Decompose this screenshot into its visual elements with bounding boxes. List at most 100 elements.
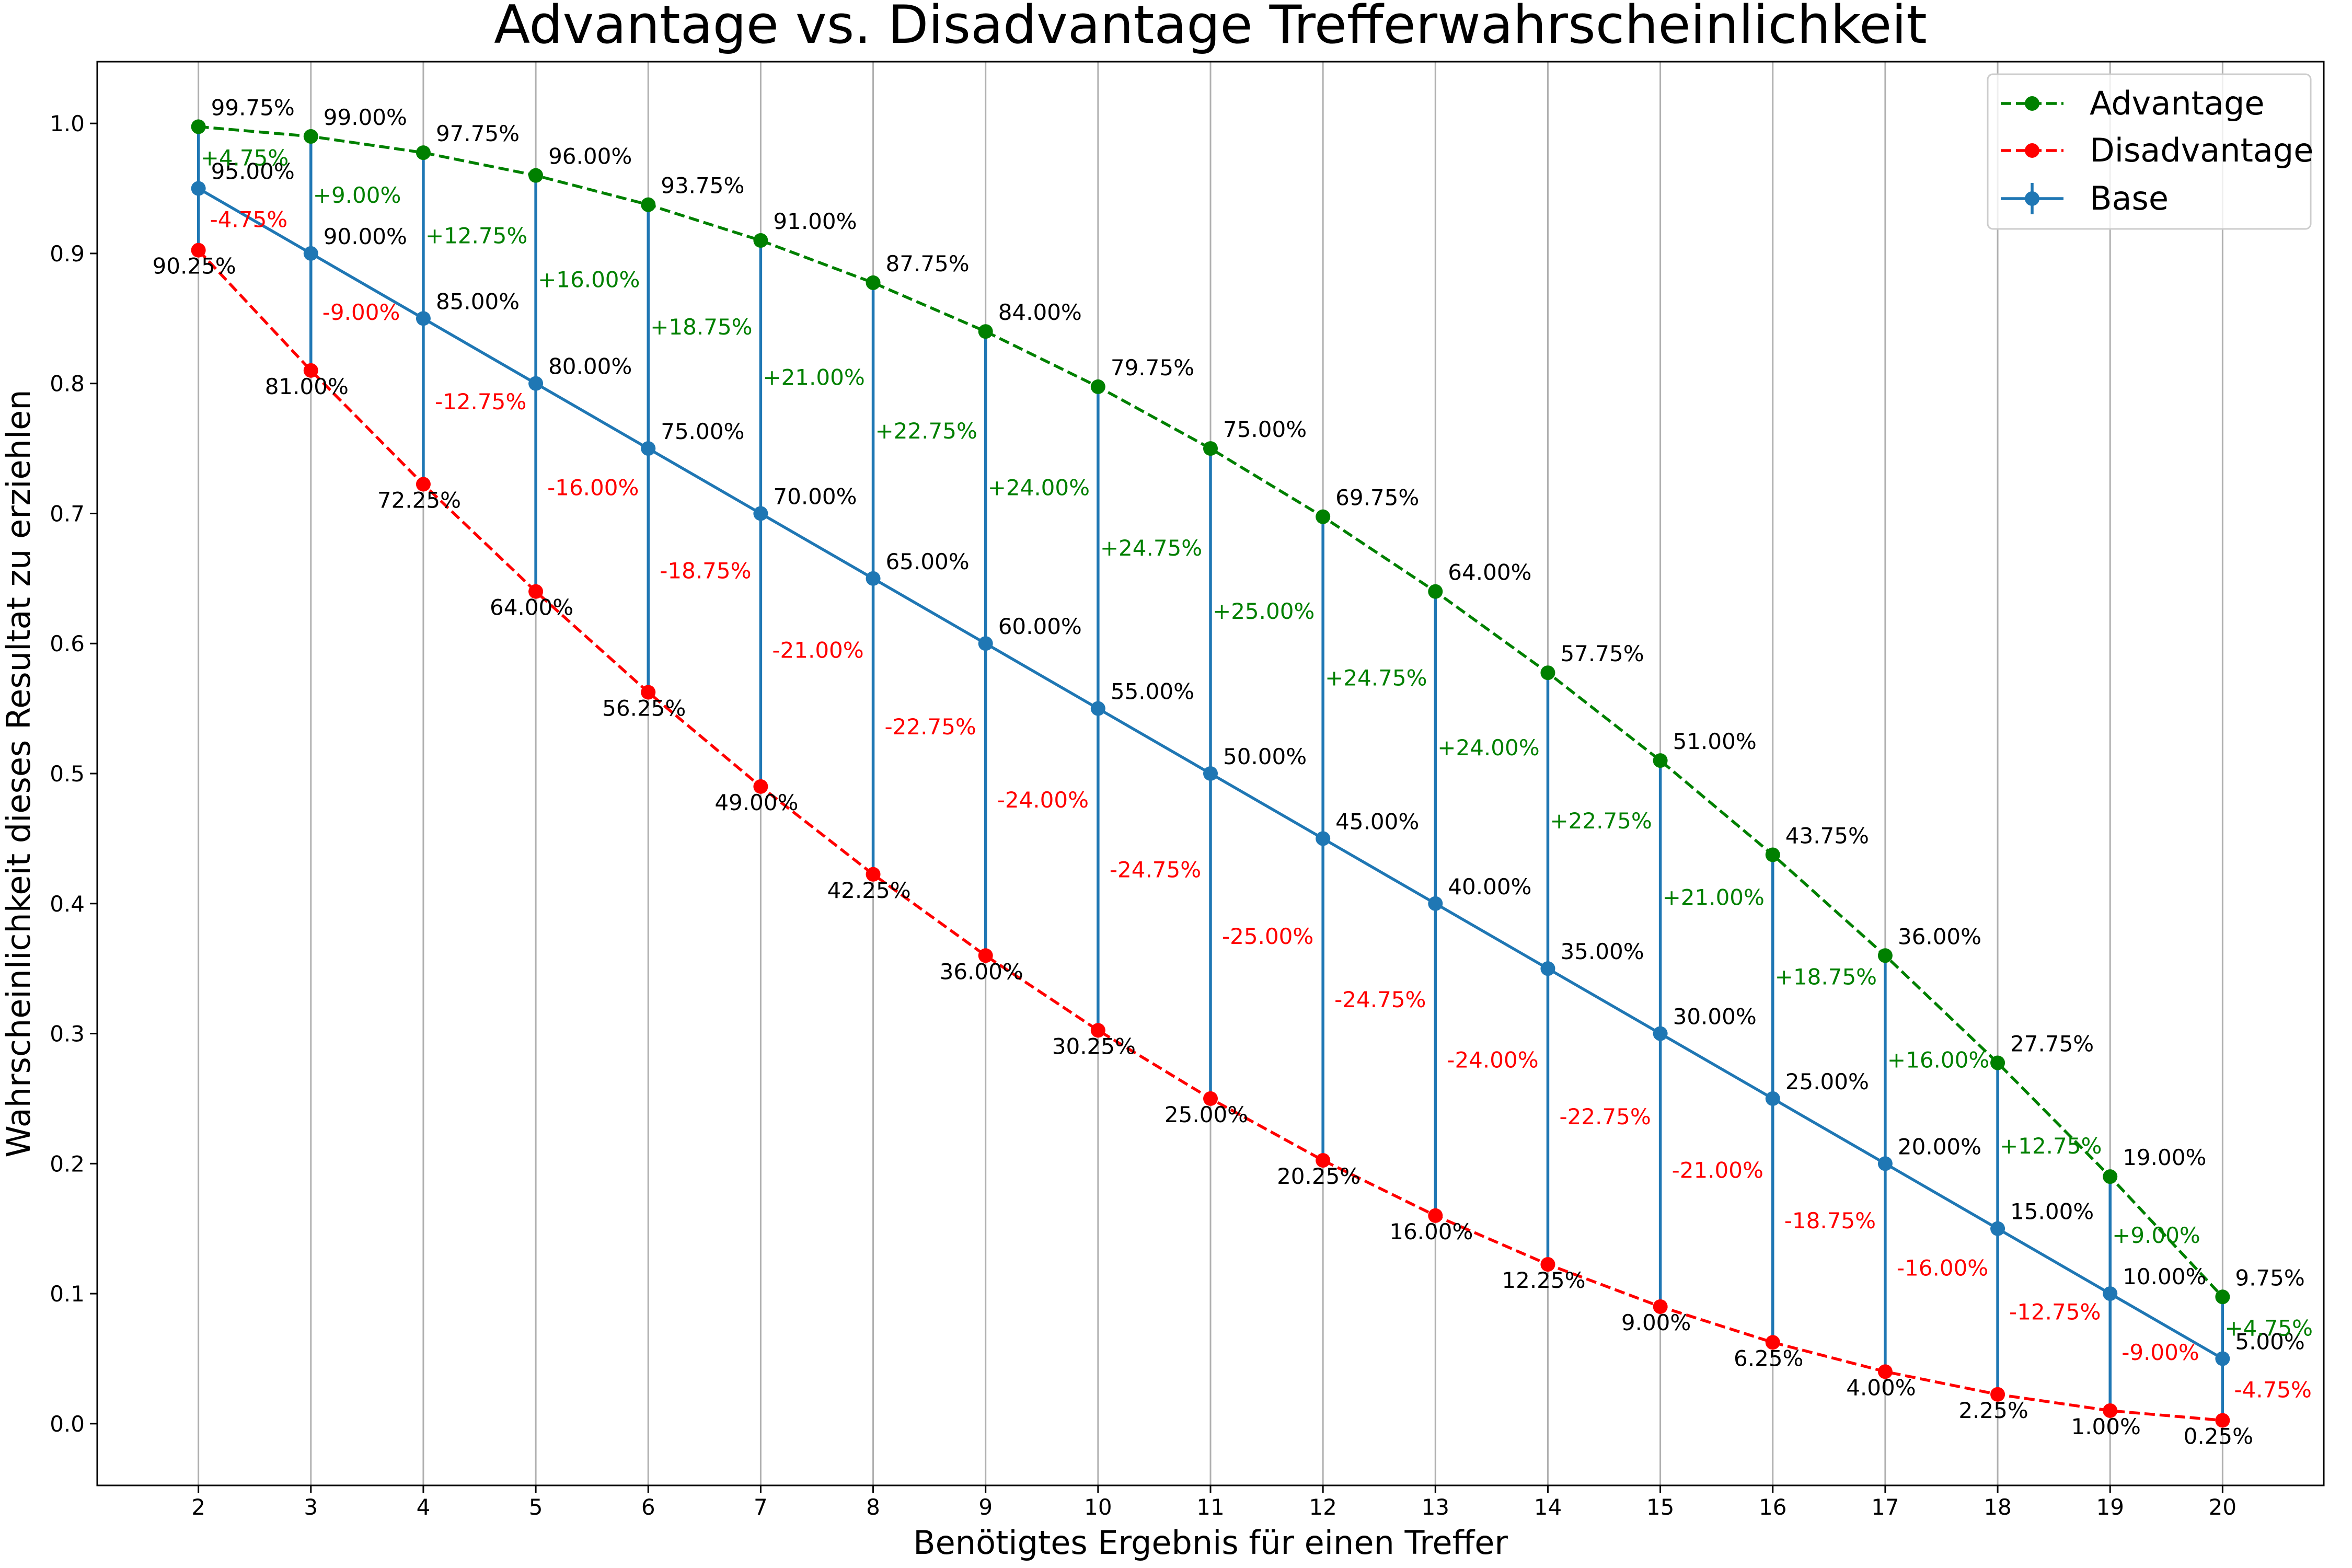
legend: Advantage Disadvantage Base <box>1987 73 2313 230</box>
disadvantage-diff-label: -22.75% <box>1559 1104 1651 1129</box>
base-value-label: 20.00% <box>1898 1134 1981 1159</box>
disadvantage-value-label: 64.00% <box>490 595 573 620</box>
legend-advantage-marker <box>2025 96 2039 111</box>
disadvantage-point <box>978 948 993 963</box>
x-tick-label: 5 <box>529 1494 543 1520</box>
disadvantage-point <box>303 363 318 378</box>
advantage-value-label: 51.00% <box>1673 729 1757 754</box>
legend-advantage-label: Advantage <box>2090 84 2264 122</box>
advantage-diff-label: +24.75% <box>1325 665 1427 691</box>
advantage-value-label: 93.75% <box>661 173 744 199</box>
disadvantage-diff-label: -4.75% <box>2234 1377 2312 1403</box>
disadvantage-diff-label: -21.00% <box>772 638 863 663</box>
advantage-diff-label: +25.00% <box>1213 598 1315 624</box>
disadvantage-diff-label: -24.75% <box>1334 987 1426 1012</box>
advantage-value-label: 79.75% <box>1111 355 1194 381</box>
x-tick-label: 16 <box>1759 1494 1786 1520</box>
advantage-point <box>528 168 544 183</box>
advantage-value-label: 96.00% <box>548 144 632 169</box>
disadvantage-point <box>753 779 768 794</box>
base-point <box>1540 961 1555 976</box>
base-value-label: 65.00% <box>886 549 970 574</box>
series-layer <box>191 119 2230 1428</box>
legend-box <box>1987 73 2312 230</box>
base-value-label: 45.00% <box>1335 809 1419 834</box>
disadvantage-diff-label: -4.75% <box>210 207 288 233</box>
advantage-diff-label: +24.00% <box>1437 735 1539 760</box>
x-tick-label: 15 <box>1646 1494 1674 1520</box>
y-tick-label: 0.9 <box>50 241 85 267</box>
advantage-value-label: 87.75% <box>886 251 970 276</box>
advantage-point <box>2103 1169 2118 1184</box>
base-point <box>2215 1351 2230 1366</box>
advantage-diff-label: +4.75% <box>201 145 289 170</box>
disadvantage-point <box>528 584 544 599</box>
legend-base-label: Base <box>2090 179 2169 217</box>
disadvantage-value-label: 12.25% <box>1502 1267 1585 1293</box>
base-point <box>528 376 544 391</box>
advantage-point <box>1316 509 1331 524</box>
disadvantage-value-label: 6.25% <box>1734 1345 1803 1371</box>
disadvantage-point <box>1316 1153 1331 1168</box>
disadvantage-diff-label: -21.00% <box>1672 1158 1763 1183</box>
base-value-label: 95.00% <box>211 159 295 185</box>
x-tick-label: 9 <box>978 1494 993 1520</box>
advantage-value-label: 36.00% <box>1898 924 1981 949</box>
disadvantage-point <box>1540 1257 1555 1272</box>
axis-ticks: 2 3 4 5 6 7 8 9 10 11 12 13 14 15 16 17 18 19 20 0.0 0.1 0.2 0… <box>50 111 2236 1520</box>
base-value-label: 30.00% <box>1673 1004 1757 1030</box>
legend-base-marker <box>2025 191 2039 206</box>
disadvantage-value-label: 20.25% <box>1277 1163 1361 1189</box>
base-point <box>1877 1156 1893 1171</box>
advantage-value-label: 27.75% <box>2010 1031 2094 1057</box>
base-value-label: 55.00% <box>1111 679 1194 705</box>
y-tick-label: 0.2 <box>50 1151 85 1177</box>
base-value-label: 80.00% <box>548 354 632 379</box>
disadvantage-point <box>1090 1023 1105 1038</box>
disadvantage-value-label: 90.25% <box>153 253 236 279</box>
y-tick-label: 0.7 <box>50 501 85 526</box>
disadvantage-value-label: 1.00% <box>2071 1414 2140 1439</box>
disadvantage-diff-label: -24.75% <box>1110 857 1201 882</box>
x-tick-label: 8 <box>866 1494 880 1520</box>
y-tick-label: 1.0 <box>50 111 85 136</box>
advantage-point <box>1203 441 1218 456</box>
advantage-diff-label: +12.75% <box>425 223 527 249</box>
legend-disadvantage-marker <box>2025 143 2039 158</box>
base-point <box>1765 1091 1780 1106</box>
advantage-point <box>866 275 881 290</box>
advantage-diff-label: +22.75% <box>875 418 977 444</box>
advantage-value-label: 43.75% <box>1785 823 1869 848</box>
disadvantage-value-label: 9.00% <box>1621 1310 1691 1335</box>
y-tick-label: 0.6 <box>50 631 85 656</box>
x-tick-label: 10 <box>1084 1494 1112 1520</box>
disadvantage-value-label: 16.00% <box>1389 1219 1473 1244</box>
advantage-point <box>753 233 768 248</box>
advantage-point <box>416 145 431 160</box>
disadvantage-point <box>1653 1299 1668 1314</box>
disadvantage-diff-label: -18.75% <box>660 558 751 583</box>
base-point <box>191 181 206 196</box>
advantage-point <box>1653 753 1668 768</box>
disadvantage-diff-label: -9.00% <box>322 299 400 325</box>
base-value-label: 25.00% <box>1785 1069 1869 1094</box>
disadvantage-point <box>191 243 206 258</box>
disadvantage-diff-label: -9.00% <box>2122 1340 2199 1365</box>
chart-title: Advantage vs. Disadvantage Trefferwahrsc… <box>494 0 1927 55</box>
y-tick-label: 0.1 <box>50 1281 85 1307</box>
advantage-value-label: 99.00% <box>324 105 407 130</box>
disadvantage-point <box>1203 1091 1218 1106</box>
base-value-label: 35.00% <box>1560 939 1644 964</box>
advantage-point <box>303 129 318 144</box>
disadvantage-value-label: 4.00% <box>1846 1375 1916 1400</box>
disadvantage-value-label: 42.25% <box>827 878 910 903</box>
base-value-label: 10.00% <box>2123 1264 2206 1289</box>
x-tick-label: 2 <box>191 1494 205 1520</box>
advantage-diff-label: +22.75% <box>1550 808 1652 834</box>
advantage-diff-label: +9.00% <box>313 182 401 208</box>
disadvantage-point <box>2215 1413 2230 1428</box>
disadvantage-diff-label: -22.75% <box>885 714 976 740</box>
advantage-value-label: 99.75% <box>211 95 295 120</box>
